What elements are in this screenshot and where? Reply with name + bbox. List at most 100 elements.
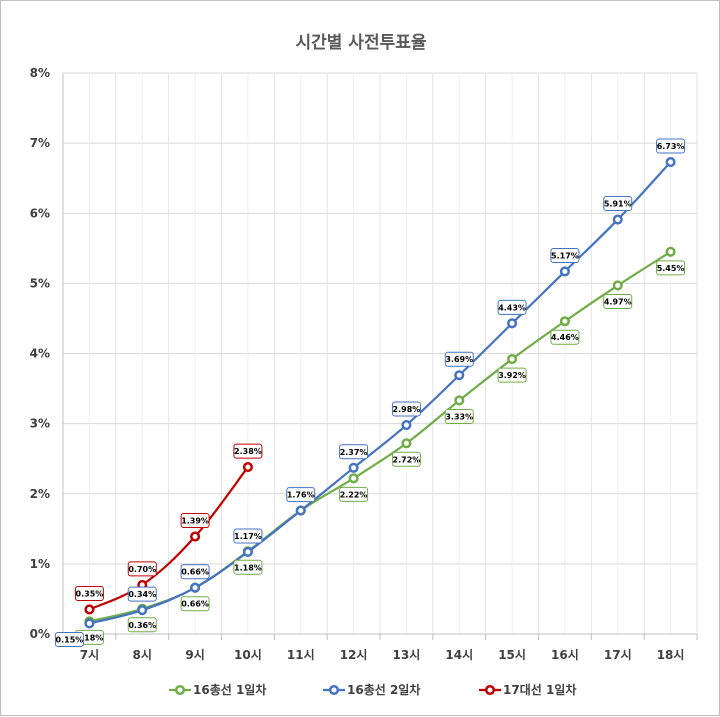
data-label-text: 6.73% <box>657 142 685 151</box>
data-point <box>401 438 412 449</box>
data-label-box <box>233 443 263 459</box>
data-point <box>559 266 570 277</box>
legend-marker <box>484 684 496 696</box>
data-label-text: 5.17% <box>551 251 579 260</box>
x-tick-label: 14시 <box>445 648 473 662</box>
data-label-box <box>339 486 369 502</box>
data-label: 3.33% <box>444 408 474 424</box>
data-label: 5.17% <box>550 247 580 263</box>
legend-label: 16총선 2일차 <box>347 682 420 697</box>
x-tick-label: 18시 <box>657 648 685 662</box>
data-label-box <box>497 299 527 315</box>
data-point <box>348 473 359 484</box>
data-label: 2.37% <box>339 444 369 460</box>
data-label-text: 3.92% <box>498 371 526 380</box>
data-label: 0.66% <box>180 596 210 612</box>
data-label-text: 1.18% <box>234 563 262 572</box>
data-label-box <box>233 559 263 575</box>
y-tick-label: 1% <box>30 557 50 571</box>
series-2 <box>84 157 676 629</box>
data-label-text: 2.37% <box>340 448 368 457</box>
data-point <box>559 316 570 327</box>
legend-label: 17대선 1일차 <box>503 682 576 697</box>
data-label-box <box>444 408 474 424</box>
data-label-box <box>286 487 316 503</box>
data-label-box <box>74 585 104 601</box>
x-tick-label: 15시 <box>498 648 526 662</box>
data-label-text: 0.34% <box>128 590 156 599</box>
data-point <box>84 604 95 615</box>
data-label-text: 0.18% <box>76 633 104 642</box>
data-label: 0.15% <box>54 631 84 647</box>
data-label-text: 3.69% <box>445 355 473 364</box>
x-tick-label: 13시 <box>393 648 421 662</box>
legend-entry: 17대선 1일차 <box>479 682 576 697</box>
data-point <box>507 318 518 329</box>
data-point <box>190 531 201 542</box>
legend-marker <box>174 684 186 696</box>
data-label: 3.92% <box>497 367 527 383</box>
x-tick-label: 9시 <box>185 648 204 662</box>
data-label: 3.69% <box>444 351 474 367</box>
legend-entry: 16총선 2일차 <box>323 682 420 697</box>
x-tick-label: 12시 <box>340 648 368 662</box>
y-tick-label: 0% <box>30 627 50 641</box>
data-label-box <box>233 528 263 544</box>
x-tick-label: 7시 <box>80 648 99 662</box>
data-label-text: 0.66% <box>181 600 209 609</box>
data-label: 5.91% <box>603 196 633 212</box>
chart-title: 시간별 사전투표율 <box>295 33 426 53</box>
data-label: 2.38% <box>233 443 263 459</box>
data-point <box>84 618 95 629</box>
data-label-box <box>656 138 686 154</box>
data-label-box <box>180 564 210 580</box>
data-label: 1.18% <box>233 559 263 575</box>
data-point <box>507 354 518 365</box>
data-label-box <box>603 196 633 212</box>
data-label-box <box>656 260 686 276</box>
data-point <box>401 419 412 431</box>
data-label: 1.39% <box>180 513 210 529</box>
data-label: 2.98% <box>391 401 421 417</box>
data-label-text: 0.70% <box>128 565 156 574</box>
data-label: 4.97% <box>603 293 633 309</box>
data-label-box <box>127 617 157 633</box>
data-label-box <box>339 444 369 460</box>
y-tick-label: 2% <box>30 487 50 501</box>
data-label-box <box>444 351 474 367</box>
x-tick-label: 11시 <box>287 648 315 662</box>
data-point <box>612 214 623 225</box>
legend-label: 16총선 1일차 <box>193 682 266 697</box>
data-label: 0.70% <box>127 561 157 577</box>
data-point <box>190 582 201 593</box>
data-label-box <box>127 586 157 602</box>
data-label-text: 2.98% <box>393 405 421 414</box>
data-label: 1.17% <box>233 528 263 544</box>
data-label: 4.43% <box>497 299 527 315</box>
data-label-text: 5.45% <box>657 264 685 273</box>
data-label-text: 0.35% <box>76 589 104 598</box>
data-label-box <box>550 329 580 345</box>
data-label-text: 1.76% <box>287 491 315 500</box>
data-label-box <box>391 401 421 417</box>
y-tick-label: 8% <box>30 66 50 80</box>
data-point <box>137 605 148 616</box>
data-label-box <box>54 631 84 647</box>
legend-entry: 16총선 1일차 <box>169 682 266 697</box>
data-label: 6.73% <box>656 138 686 154</box>
y-tick-label: 4% <box>30 347 50 361</box>
label-layer: 0.18% 0.36% 0.66% 1.18% 2.22% 2.72% 3.33% 3.92%… <box>54 138 686 647</box>
data-label: 0.66% <box>180 564 210 580</box>
data-label-box <box>391 451 421 467</box>
data-label-text: 2.72% <box>393 455 421 464</box>
data-label: 2.72% <box>391 451 421 467</box>
data-label: 0.36% <box>127 617 157 633</box>
data-point <box>348 462 359 473</box>
data-label-text: 0.66% <box>181 568 209 577</box>
grid-layer <box>63 72 698 634</box>
series-line <box>88 466 249 611</box>
data-label-text: 4.43% <box>498 303 526 312</box>
data-label-text: 1.17% <box>234 532 262 541</box>
